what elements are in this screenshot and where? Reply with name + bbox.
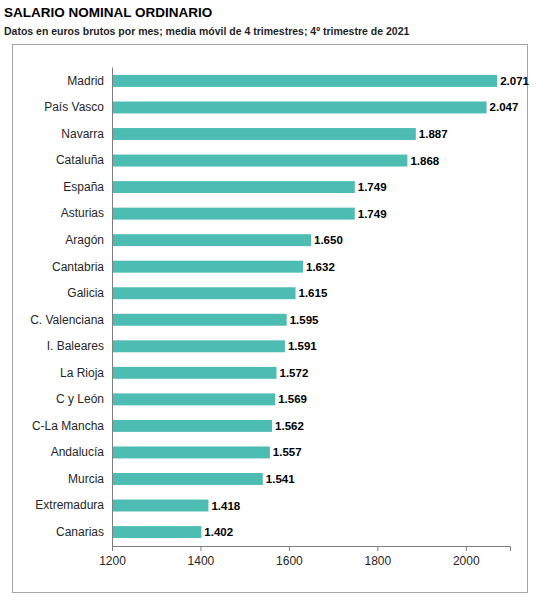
bar [112,367,277,379]
tick-label: 1600 [276,554,303,568]
tick: Madrid [67,74,104,88]
tick: Murcia [68,472,104,486]
bar [112,234,311,246]
data-label: 1.615 [299,287,328,299]
tick-label: Murcia [68,472,104,486]
data-label: 1.557 [273,446,302,458]
tick-label: 1400 [188,554,215,568]
tick-label: Canarias [56,525,104,539]
tick: España [63,180,104,194]
data-labels: 2.071 2.047 1.887 1.868 1.749 1.749 1.650 1.632… [204,75,529,538]
data-label: 1.595 [290,314,319,326]
tick-label: Extremadura [35,498,104,512]
bar [112,155,407,167]
tick-mark [112,546,113,551]
data-label: 1.569 [278,393,307,405]
tick: 1400 [188,546,215,568]
bar [112,261,303,273]
tick-label: 1800 [364,554,391,568]
tick: La Rioja [60,366,104,380]
tick: Andalucía [51,445,105,459]
data-label: 1.632 [306,261,335,273]
tick: 1200 [99,546,126,568]
data-label: 1.402 [204,526,233,538]
tick-label: C y León [56,392,104,406]
data-label: 2.071 [500,75,529,87]
tick: Aragón [65,233,104,247]
axis-line [113,547,511,552]
bar [112,75,497,87]
tick: Cataluña [56,153,104,167]
tick-label: Galicia [67,286,104,300]
tick-label: 1200 [99,554,126,568]
bar [112,314,287,326]
tick-label: País Vasco [44,100,104,114]
data-label: 1.749 [358,208,387,220]
tick: 1800 [364,546,391,568]
axis-line [112,68,113,547]
tick: 2000 [453,546,480,568]
data-label: 1.650 [314,234,343,246]
data-label: 1.572 [280,367,309,379]
tick-mark [289,546,290,551]
data-label: 1.887 [419,128,448,140]
bar [112,287,296,299]
tick-label: C. Valenciana [30,313,104,327]
tick-mark [377,546,378,551]
data-label: 1.868 [410,155,439,167]
bar [112,446,270,458]
bar [112,340,285,352]
bar [112,101,487,113]
bar [112,181,355,193]
tick: I. Baleares [47,339,104,353]
tick: Cantabria [52,260,104,274]
bars [112,75,497,538]
tick-label: Andalucía [51,445,105,459]
tick-label: Asturias [61,206,104,220]
subtitle: Datos en euros brutos por mes; media móv… [4,25,409,37]
tick-label: I. Baleares [47,339,104,353]
bar [112,208,355,220]
data-label: 1.562 [275,420,304,432]
tick-mark [466,546,467,551]
bar [112,500,208,512]
chart-frame [13,45,528,593]
tick: Asturias [61,206,104,220]
tick-label: Madrid [67,74,104,88]
tick: Canarias [56,525,104,539]
tick-mark [200,546,201,551]
tick: País Vasco [44,100,104,114]
tick-label: La Rioja [60,366,104,380]
data-label: 1.591 [288,340,317,352]
tick-label: 2000 [453,554,480,568]
data-label: 1.541 [266,473,295,485]
tick-label: Cantabria [52,260,104,274]
bar [112,473,263,485]
bar [112,420,272,432]
chart: SALARIO NOMINAL ORDINARIO Datos en euros … [0,0,538,600]
tick-label: Cataluña [56,153,104,167]
tick: Galicia [67,286,104,300]
bar [112,526,201,538]
title: SALARIO NOMINAL ORDINARIO [4,5,212,20]
tick: C y León [56,392,104,406]
tick-label: Navarra [61,127,104,141]
tick: Extremadura [35,498,104,512]
tick-label: Aragón [65,233,104,247]
data-label: 1.418 [211,500,240,512]
data-label: 2.047 [490,101,519,113]
tick-label: C-La Mancha [32,419,104,433]
bar [112,128,416,140]
tick: C. Valenciana [30,313,104,327]
x-axis: 1200 1400 1600 1800 2000 [99,546,510,568]
tick-label: España [63,180,104,194]
tick: 1600 [276,546,303,568]
y-axis: Madrid País Vasco Navarra Cataluña España Ast… [30,68,112,547]
tick: C-La Mancha [32,419,104,433]
tick: Navarra [61,127,104,141]
data-label: 1.749 [358,181,387,193]
bar [112,393,275,405]
